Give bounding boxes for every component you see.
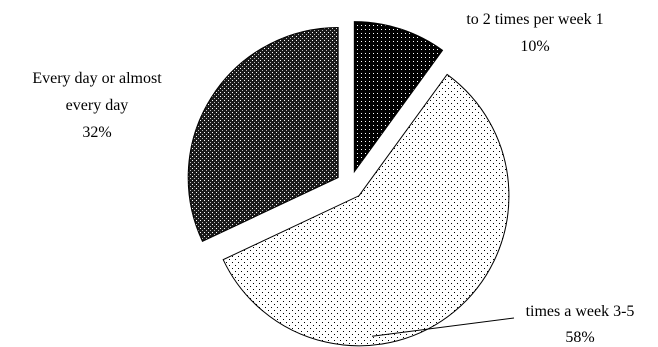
slice-label-every-day-line1: Every day or almost	[32, 70, 162, 87]
slice-every-day	[187, 26, 339, 243]
slice-percent-every-day: 32%	[82, 124, 111, 141]
slice-weekly-3-5	[222, 73, 510, 347]
leader-line-weekly-3-5	[371, 317, 515, 337]
slice-weekly-1-2	[353, 21, 444, 174]
leader-lines	[371, 317, 515, 337]
slice-percent-weekly-1-2: 10%	[520, 38, 549, 55]
slice-label-weekly-1-2: to 2 times per week 1	[466, 11, 603, 28]
pie-slices	[187, 21, 510, 347]
slice-label-weekly-3-5: times a week 3-5	[526, 303, 635, 320]
slice-label-every-day-line2: every day	[66, 97, 129, 114]
slice-percent-weekly-3-5: 58%	[565, 329, 594, 346]
